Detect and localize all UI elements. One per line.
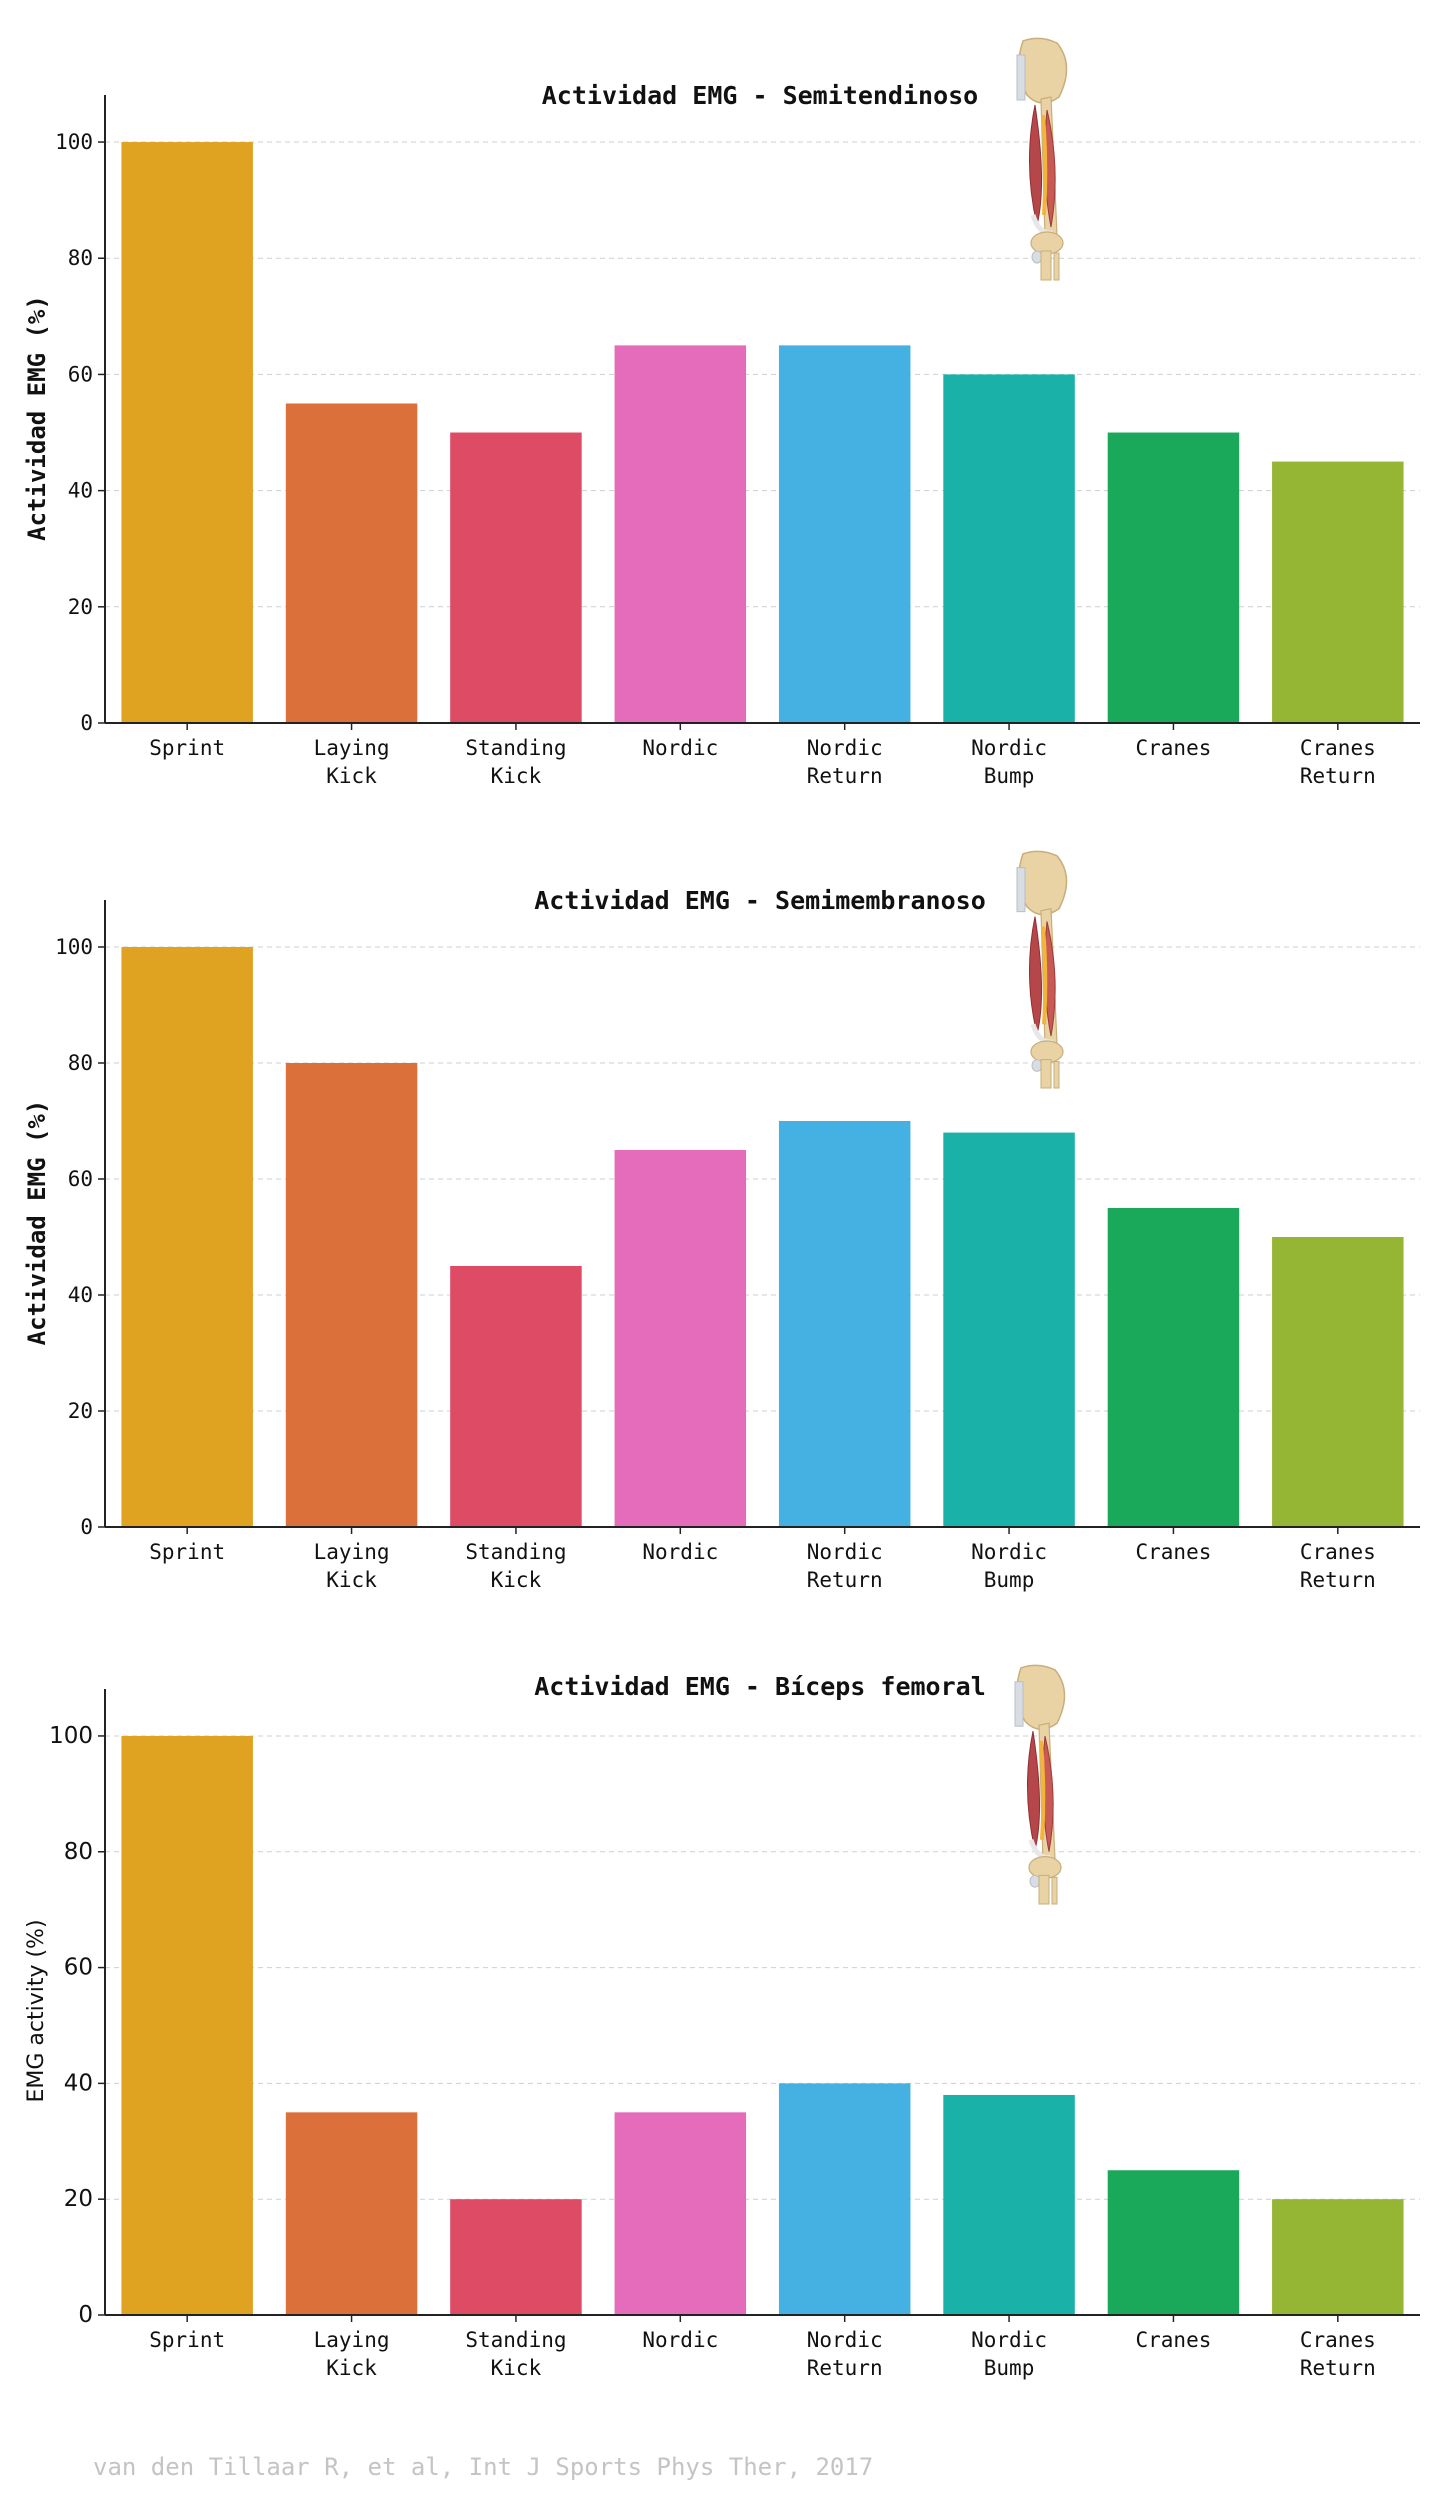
chart-title: Actividad EMG - Semimembranoso bbox=[534, 886, 986, 915]
chart-3: 0 20 40 60 80 100 Sprint Laying Kick Standing Kick… bbox=[24, 1664, 1420, 2380]
x-tick-label: Standing Kick bbox=[465, 1540, 566, 1592]
y-tick-label: 60 bbox=[68, 362, 93, 386]
y-tick-label: 80 bbox=[68, 246, 93, 270]
x-tick-label: Cranes Return bbox=[1300, 1540, 1376, 1592]
bar bbox=[1107, 2170, 1240, 2315]
x-tick-label: Nordic Bump bbox=[971, 1540, 1047, 1592]
hamstring-leg-illustration bbox=[1014, 1664, 1066, 1905]
bar bbox=[1272, 1237, 1404, 1527]
bar bbox=[778, 2083, 911, 2315]
hamstring-leg-illustration bbox=[1016, 850, 1068, 1089]
x-tick-label: Cranes bbox=[1136, 1540, 1212, 1564]
x-tick-label: Nordic bbox=[642, 1540, 718, 1564]
bar bbox=[121, 142, 253, 724]
x-tick-label: Cranes Return bbox=[1300, 2328, 1376, 2380]
bar bbox=[614, 1150, 747, 1527]
x-tick-label: Nordic Bump bbox=[971, 736, 1047, 788]
bar bbox=[1107, 432, 1240, 723]
y-tick-label: 20 bbox=[68, 1399, 93, 1423]
y-tick-label: 20 bbox=[64, 2186, 93, 2212]
x-tick-label: Nordic Bump bbox=[971, 2328, 1047, 2380]
y-tick-label: 60 bbox=[68, 1167, 93, 1191]
bar bbox=[943, 2094, 1075, 2315]
y-tick-label: 40 bbox=[68, 1283, 93, 1307]
bar bbox=[1107, 1208, 1240, 1527]
hamstring-leg-illustration bbox=[1016, 37, 1068, 281]
bar bbox=[285, 403, 418, 723]
x-tick-label: Cranes bbox=[1136, 2328, 1212, 2352]
bar bbox=[450, 1266, 582, 1527]
y-axis-label: Actividad EMG (%) bbox=[23, 295, 51, 541]
x-tick-label: Standing Kick bbox=[465, 2328, 566, 2380]
y-tick-label: 100 bbox=[49, 1723, 93, 1749]
bar bbox=[450, 432, 582, 723]
y-tick-label: 40 bbox=[64, 2070, 93, 2096]
x-tick-label: Nordic bbox=[642, 2328, 718, 2352]
x-tick-label: Laying Kick bbox=[314, 736, 390, 788]
y-axis-label: Actividad EMG (%) bbox=[23, 1100, 51, 1346]
x-tick-label: Nordic bbox=[642, 736, 718, 760]
y-tick-label: 0 bbox=[80, 1515, 93, 1539]
bar bbox=[778, 1121, 911, 1527]
x-tick-label: Nordic Return bbox=[807, 2328, 883, 2380]
x-tick-label: Nordic Return bbox=[807, 736, 883, 788]
chart-title: Actividad EMG - Bíceps femoral bbox=[534, 1672, 986, 1701]
x-tick-label: Nordic Return bbox=[807, 1540, 883, 1592]
y-tick-label: 100 bbox=[55, 935, 93, 959]
y-tick-label: 0 bbox=[78, 2302, 93, 2328]
y-tick-label: 0 bbox=[80, 711, 93, 735]
citation-text: van den Tillaar R, et al, Int J Sports P… bbox=[93, 2453, 874, 2481]
bar bbox=[1272, 461, 1404, 723]
chart-2: 0 20 40 60 80 100 Sprint Laying Kick Standing Kick… bbox=[23, 850, 1420, 1592]
bar bbox=[943, 1132, 1075, 1527]
bar bbox=[1272, 2199, 1404, 2315]
x-tick-label: Laying Kick bbox=[314, 2328, 390, 2380]
x-tick-label: Sprint bbox=[149, 736, 225, 760]
y-tick-label: 80 bbox=[68, 1051, 93, 1075]
bar bbox=[943, 374, 1075, 723]
bar bbox=[778, 345, 911, 723]
x-tick-label: Standing Kick bbox=[465, 736, 566, 788]
x-tick-label: Cranes bbox=[1136, 736, 1212, 760]
y-tick-label: 40 bbox=[68, 479, 93, 503]
bar bbox=[450, 2199, 582, 2315]
x-tick-label: Sprint bbox=[149, 1540, 225, 1564]
bar bbox=[285, 1063, 418, 1527]
bar bbox=[614, 2112, 747, 2315]
y-axis-label: EMG activity (%) bbox=[24, 1919, 49, 2102]
bar bbox=[121, 947, 253, 1527]
chart-title: Actividad EMG - Semitendinoso bbox=[542, 81, 979, 110]
y-tick-label: 60 bbox=[64, 1955, 93, 1981]
chart-1: 0 20 40 60 80 100 Sprint Laying Kick Standing Kick… bbox=[23, 37, 1420, 788]
bar bbox=[614, 345, 747, 723]
x-tick-label: Laying Kick bbox=[314, 1540, 390, 1592]
x-tick-label: Sprint bbox=[149, 2328, 225, 2352]
y-tick-label: 80 bbox=[64, 1839, 93, 1865]
bar bbox=[285, 2112, 418, 2315]
y-tick-label: 20 bbox=[68, 595, 93, 619]
x-tick-label: Cranes Return bbox=[1300, 736, 1376, 788]
y-tick-label: 100 bbox=[55, 130, 93, 154]
bar bbox=[121, 1735, 253, 2315]
